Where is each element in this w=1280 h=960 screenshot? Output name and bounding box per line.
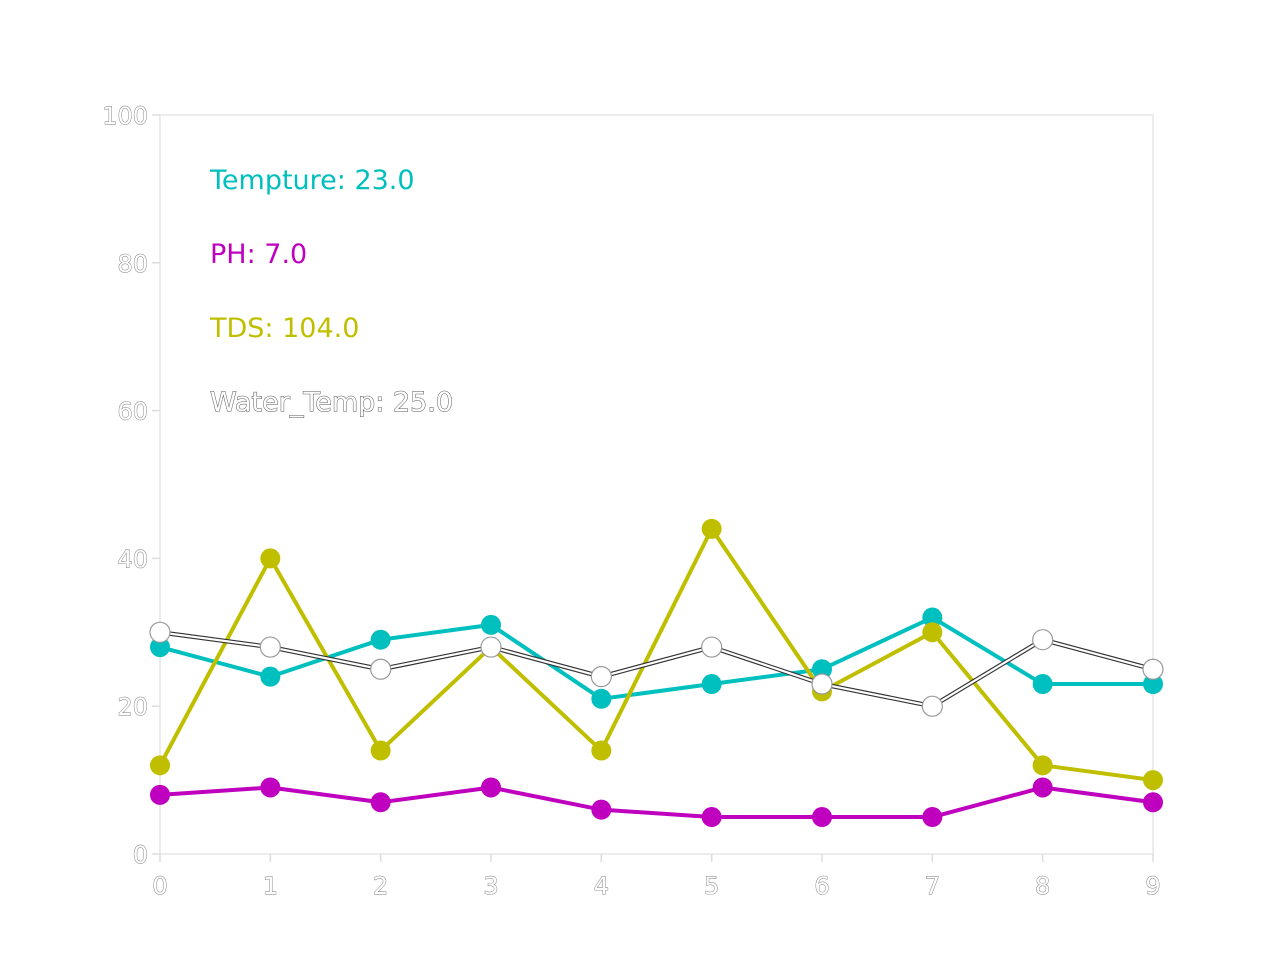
data-point [149, 621, 171, 643]
data-point [1143, 674, 1163, 695]
axes: 0 20 40 60 80 100 0 1 2 3 4 5 6 7 8 9 [102, 102, 1161, 901]
readout-panel: Tempture: 23.0 PH: 7.0 TDS: 104.0 Water_Tem… [209, 165, 454, 419]
series-tds [150, 518, 1163, 791]
data-point [370, 740, 391, 761]
data-point [150, 637, 170, 658]
readout-label: TDS: 104.0 [209, 313, 359, 344]
y-tick-label: 100 [102, 102, 148, 130]
data-point [591, 799, 612, 820]
data-point [701, 674, 722, 695]
series-line [159, 785, 1154, 820]
data-point [481, 614, 501, 635]
x-tick-label: 0 [152, 872, 167, 900]
data-point [370, 629, 391, 650]
data-point [922, 622, 943, 643]
data-point [812, 807, 832, 828]
series-ph [150, 777, 1163, 828]
y-tick-label: 0 [133, 841, 148, 869]
series-layer [149, 518, 1164, 828]
data-point [921, 695, 943, 717]
data-point [922, 807, 943, 828]
data-point [1143, 792, 1163, 813]
data-point [812, 659, 832, 680]
series-line [159, 631, 1154, 708]
data-point [260, 777, 281, 798]
x-tick-label: 4 [594, 872, 609, 900]
data-point [591, 688, 612, 709]
y-tick-label: 20 [117, 693, 148, 721]
data-point [922, 607, 943, 628]
data-point [701, 807, 722, 828]
data-point [150, 755, 170, 776]
data-point [1032, 777, 1053, 798]
data-point [370, 792, 391, 813]
readout-label: Water_Temp: 25.0 [210, 387, 453, 418]
data-point [150, 784, 170, 805]
data-point [370, 658, 392, 680]
data-point [260, 666, 281, 687]
readout-label: Tempture: 23.0 [209, 165, 415, 196]
data-point [701, 518, 722, 539]
data-point [591, 740, 612, 761]
data-point [1032, 629, 1054, 651]
x-tick-label: 7 [925, 872, 940, 900]
y-tick-label: 60 [117, 398, 148, 426]
readout-label: PH: 7.0 [210, 239, 307, 270]
series-water_temp [149, 621, 1164, 717]
data-point [1143, 770, 1163, 791]
plot-area [159, 114, 1154, 855]
y-tick-label: 40 [117, 545, 148, 573]
x-tick-label: 3 [483, 872, 498, 900]
x-tick-label: 9 [1145, 872, 1160, 900]
data-point [590, 666, 612, 688]
x-tick-label: 2 [373, 872, 388, 900]
data-point [480, 636, 502, 658]
data-point [1032, 674, 1053, 695]
data-point [260, 548, 281, 569]
data-point [811, 673, 833, 695]
x-tick-label: 1 [263, 872, 278, 900]
data-point [701, 636, 723, 658]
x-tick-label: 8 [1035, 872, 1050, 900]
data-point [1032, 755, 1053, 776]
data-point [1142, 658, 1164, 680]
y-tick-label: 80 [117, 250, 148, 278]
series-line [158, 526, 1154, 783]
data-point [259, 636, 281, 658]
data-point [481, 777, 501, 798]
x-tick-label: 5 [704, 872, 719, 900]
x-tick-label: 6 [814, 872, 829, 900]
